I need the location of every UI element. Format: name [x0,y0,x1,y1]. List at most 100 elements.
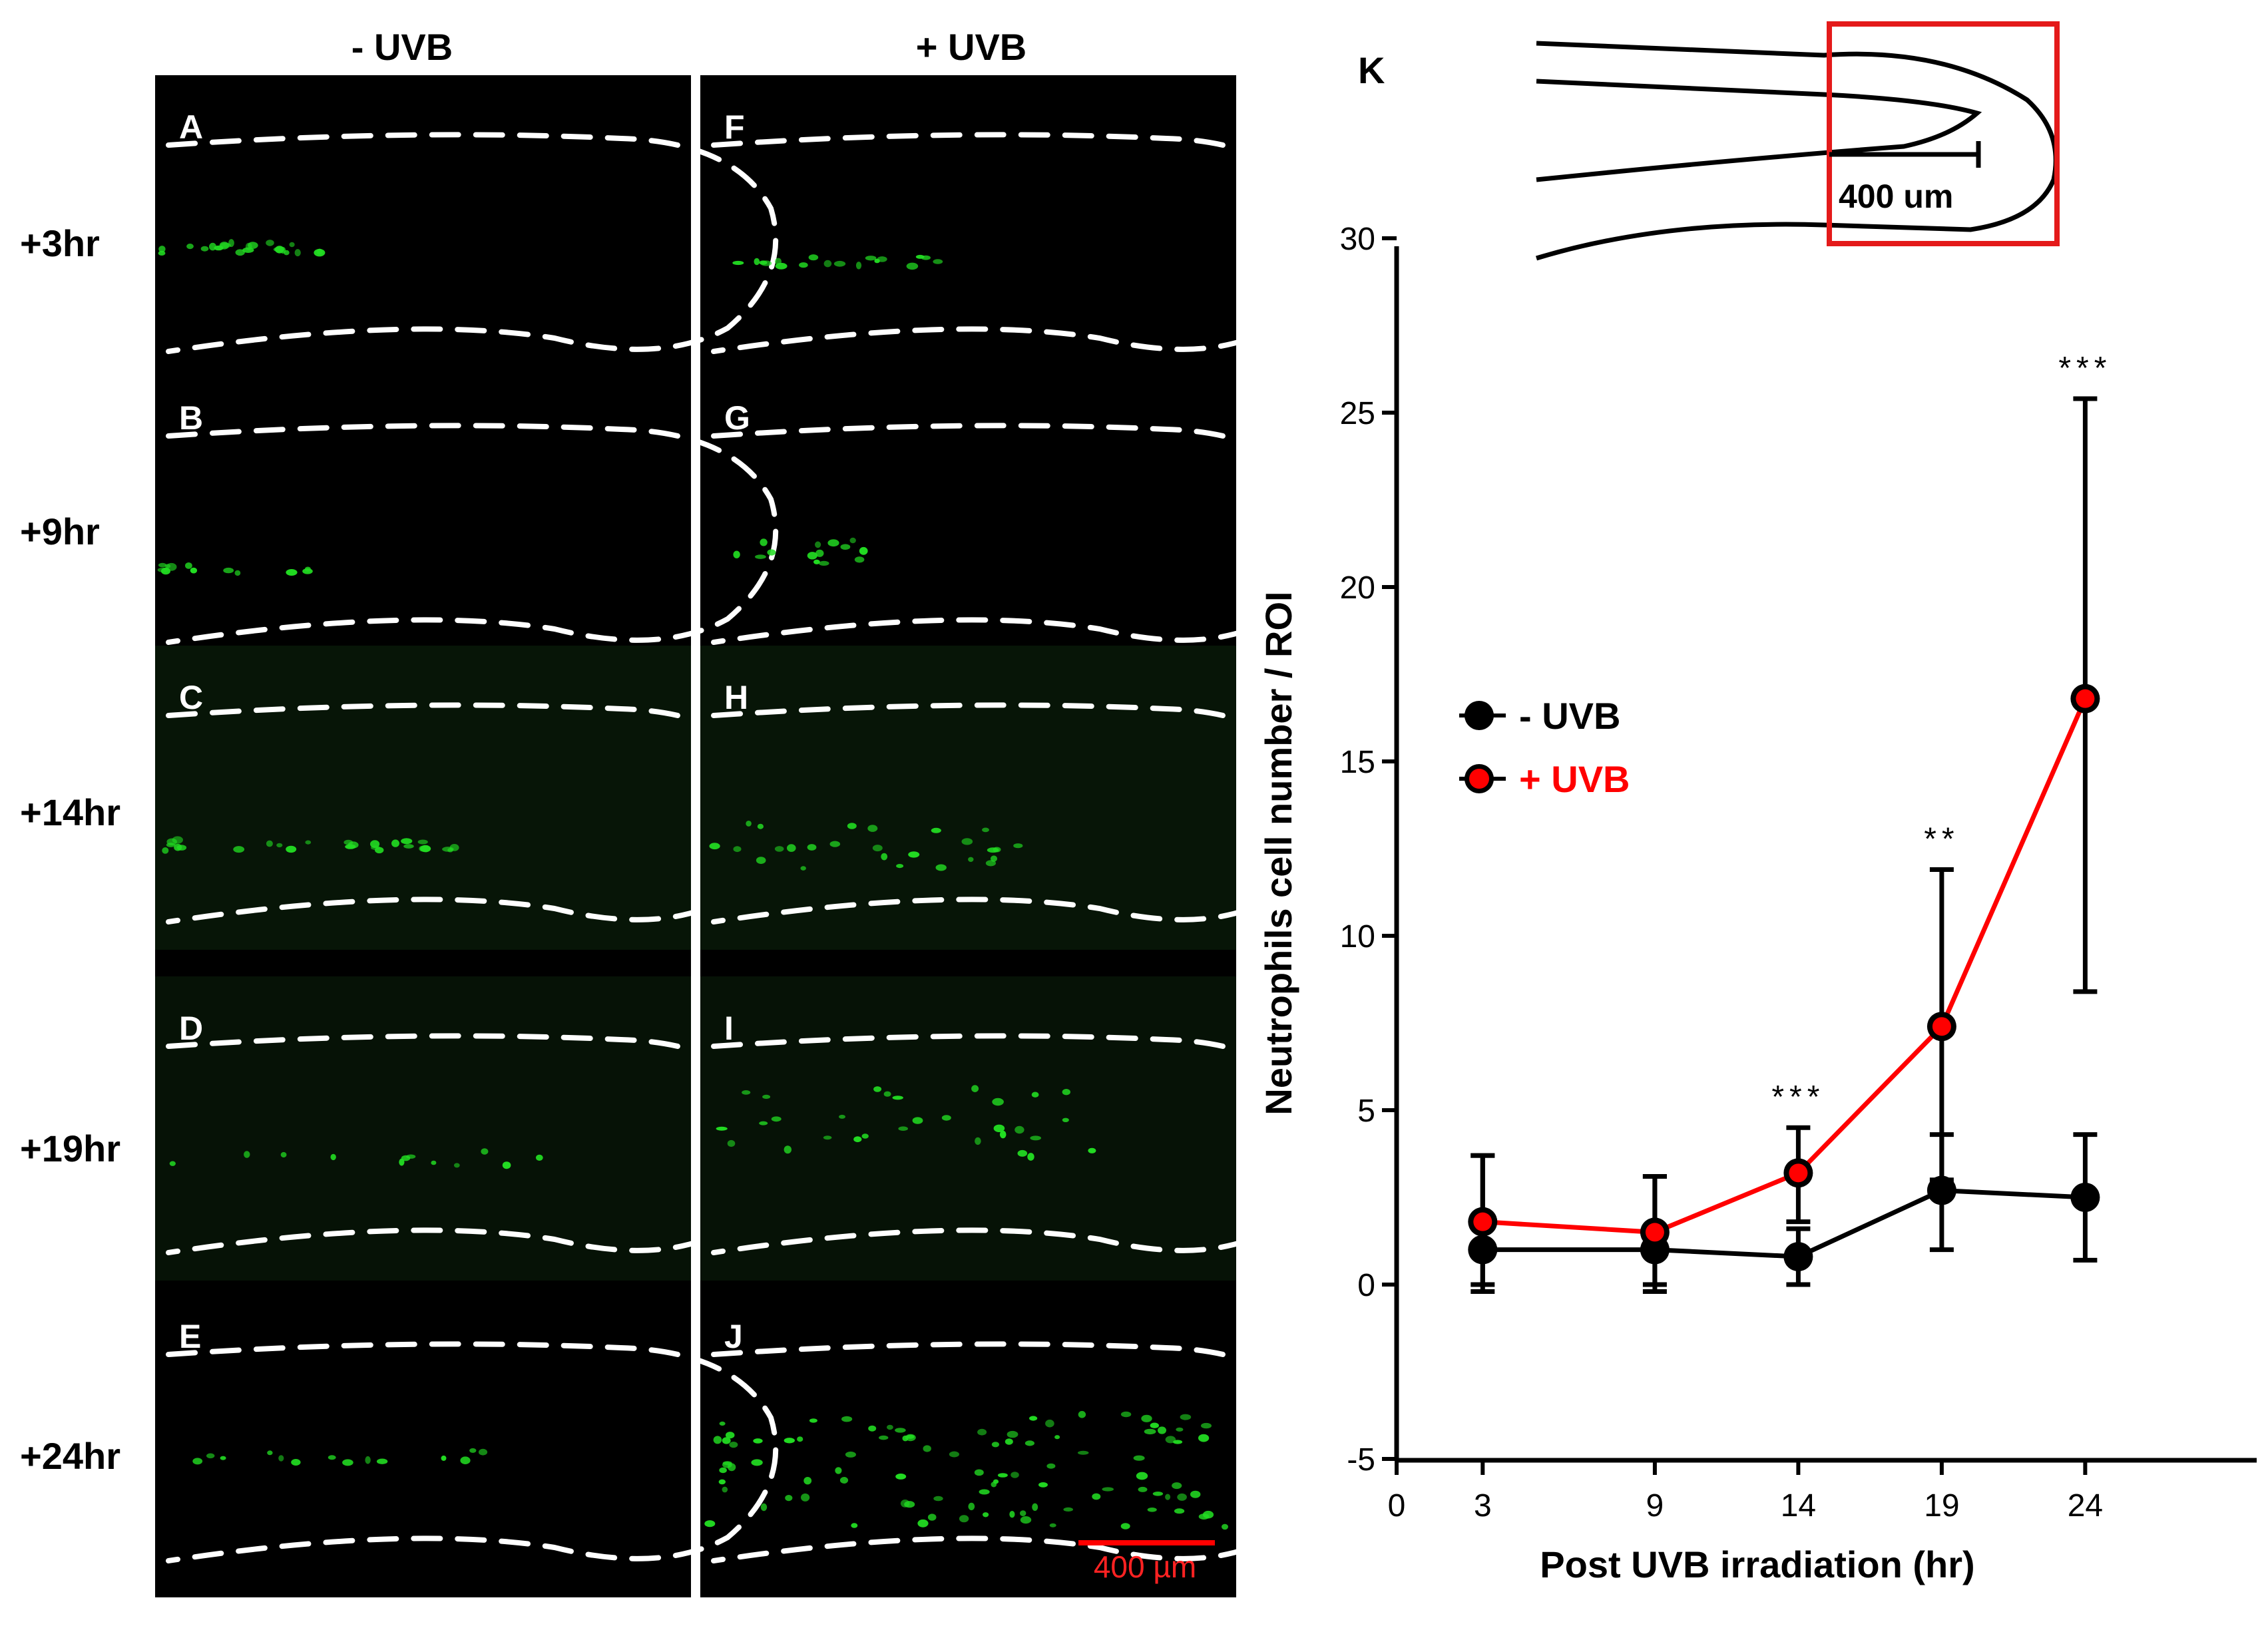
neutrophil-dot [999,1130,1007,1139]
neutrophil-dot [823,1135,832,1140]
neutrophil-dot [762,1094,771,1099]
series-line-minus-uvb [1482,1187,2086,1259]
neutrophil-dot [845,1451,856,1458]
y-tick-label: 30 [1340,222,1375,257]
y-axis-label: Neutrophils cell number / ROI [1257,591,1299,1115]
neutrophil-dot [985,860,996,867]
neutrophil-dot [713,1436,722,1444]
neutrophil-dot [760,538,768,546]
panel-label: I [724,1010,734,1047]
neutrophil-dot [975,1137,981,1145]
neutrophil-dot [722,1461,732,1466]
neutrophil-dot [365,1456,371,1464]
neutrophil-dot [417,839,428,845]
neutrophil-dot [481,1148,489,1155]
y-tick-label: 10 [1340,919,1375,954]
neutrophil-dot [718,1479,726,1485]
x-tick-label: 24 [2068,1488,2103,1524]
neutrophil-dot [242,247,254,253]
legend-label-plus-uvb: + UVB [1519,758,1630,800]
neutrophil-dot [974,1469,984,1476]
neutrophil-dot [774,846,784,852]
neutrophil-dot [727,1463,736,1472]
neutrophil-dot [233,846,245,853]
neutrophil-dot [771,1116,782,1122]
neutrophil-dot [733,846,742,853]
neutrophil-dot [727,1139,736,1147]
neutrophil-dot [1049,1523,1056,1527]
neutrophil-dot [799,262,808,268]
neutrophil-dot [431,1160,437,1165]
neutrophil-dot [453,1163,460,1168]
neutrophil-dot [158,562,167,568]
x-tick-label: 14 [1781,1488,1816,1524]
neutrophil-dot [1030,1135,1041,1141]
neutrophil-dot [933,1496,943,1502]
neutrophil-dot [158,246,166,253]
neutrophil-dot [305,840,312,845]
neutrophil-dot [865,256,877,261]
neutrophil-dot [800,866,806,871]
neutrophil-dot [755,554,766,559]
neutrophil-dot [759,1121,768,1125]
neutrophil-dot [1190,1490,1201,1498]
row-label-9hr: +9hr [20,510,100,552]
neutrophil-dot [905,1434,916,1442]
neutrophil-dot [223,567,234,574]
neutrophil-dot [280,1151,287,1158]
neutrophil-dot [754,258,760,266]
x-tick-label: 0 [1388,1488,1406,1524]
neutrophil-dot [979,1489,990,1495]
neutrophil-dot [991,1442,999,1448]
neutrophil-dot [759,260,768,265]
neutrophil-dot [460,1456,471,1464]
neutrophil-dot [1201,1422,1212,1429]
neutrophil-dot [746,821,752,827]
neutrophil-dot [234,570,241,576]
column-header-minus-uvb: - UVB [351,26,453,68]
neutrophil-dot [949,1451,959,1458]
neutrophil-dot [813,559,820,564]
neutrophil-dot [927,1514,937,1521]
neutrophil-dot [1088,1147,1096,1153]
neutrophil-dot [729,1442,738,1448]
panel-label: H [724,679,748,716]
neutrophil-dot [291,1459,301,1466]
y-tick-label: 20 [1340,570,1375,606]
data-point-minus-uvb [2070,1183,2100,1212]
neutrophil-dot [267,1450,273,1456]
data-point-plus-uvb [1473,1212,1492,1231]
x-axis-label: Post UVB irradiation (hr) [1540,1543,1974,1585]
neutrophil-dot [275,246,284,254]
panel-B: B [168,399,776,642]
tail-sketch-inner [1536,79,1982,182]
neutrophil-dot [328,1455,336,1460]
neutrophil-dot [401,838,413,845]
row-label-24hr: +24hr [20,1435,120,1477]
neutrophil-fluorescence [157,239,1228,1530]
legend-marker-plus-uvb [1469,769,1489,789]
neutrophil-dot [169,1161,176,1166]
neutrophil-dot [987,847,999,853]
neutrophil-dot [347,841,359,849]
neutrophil-dot [709,843,720,850]
neutrophil-dot [992,1098,1004,1106]
neutrophil-dot [1150,1422,1160,1428]
data-point-minus-uvb [1783,1242,1813,1272]
tail-sketch-outer [1535,41,2058,261]
neutrophil-dot [1005,1438,1013,1445]
neutrophil-dot [993,1124,1005,1133]
row-label-3hr: +3hr [20,222,100,264]
neutrophil-dot [185,562,192,569]
panel-D: D [155,976,776,1281]
neutrophil-dot [839,1114,845,1119]
panel-G: G [714,399,1321,642]
row-label-14hr: +14hr [20,791,120,833]
neutrophil-dot [854,556,865,563]
panel-background [155,976,691,1281]
neutrophil-dot [469,1448,477,1453]
neutrophil-dot [935,864,947,871]
neutrophil-dot [896,864,904,869]
neutrophil-dot [887,1424,893,1430]
neutrophil-dot [815,549,824,557]
